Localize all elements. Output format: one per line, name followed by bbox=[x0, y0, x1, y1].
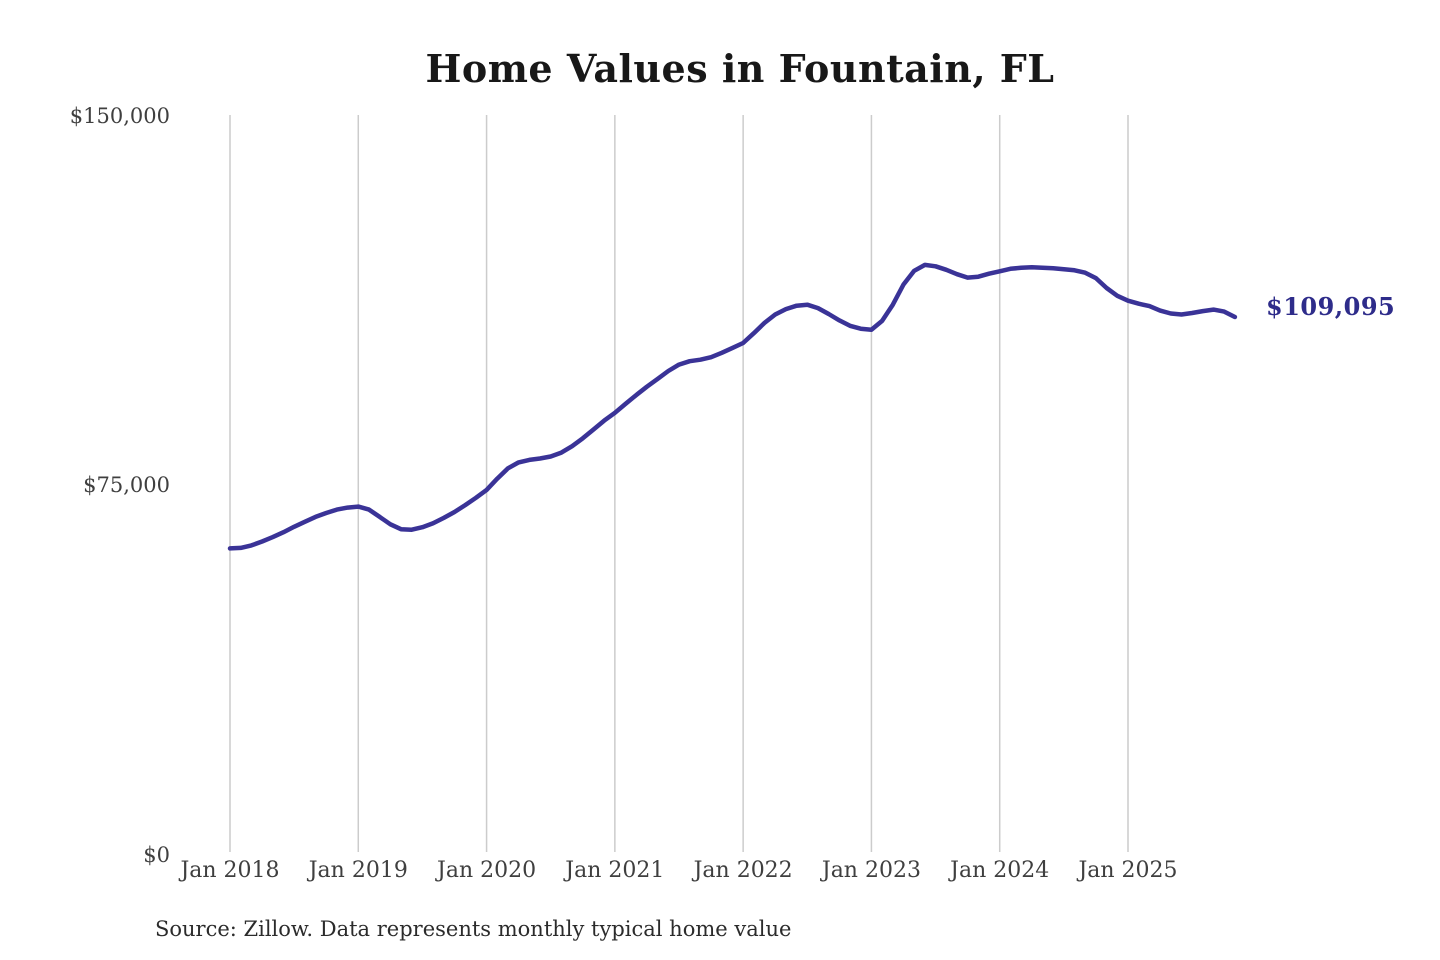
home-value-line bbox=[227, 262, 1238, 551]
y-tick-label-75000: $75,000 bbox=[83, 473, 170, 497]
x-tick-label-2018: Jan 2018 bbox=[180, 858, 280, 883]
y-tick-label-0: $0 bbox=[143, 843, 170, 867]
x-tick-label-2022: Jan 2022 bbox=[693, 858, 793, 883]
x-tick-label-2020: Jan 2020 bbox=[437, 858, 537, 883]
x-tick-label-2023: Jan 2023 bbox=[821, 858, 921, 883]
chart-title: Home Values in Fountain, FL bbox=[425, 46, 1055, 91]
y-tick-label-150000: $150,000 bbox=[69, 104, 170, 128]
x-tick-label-2025: Jan 2025 bbox=[1078, 858, 1178, 883]
source-note: Source: Zillow. Data represents monthly … bbox=[155, 917, 792, 941]
x-tick-label-2019: Jan 2019 bbox=[308, 858, 408, 883]
latest-value-label: $109,095 bbox=[1266, 292, 1396, 321]
x-tick-label-2024: Jan 2024 bbox=[950, 858, 1050, 883]
x-tick-label-2021: Jan 2021 bbox=[565, 858, 665, 883]
